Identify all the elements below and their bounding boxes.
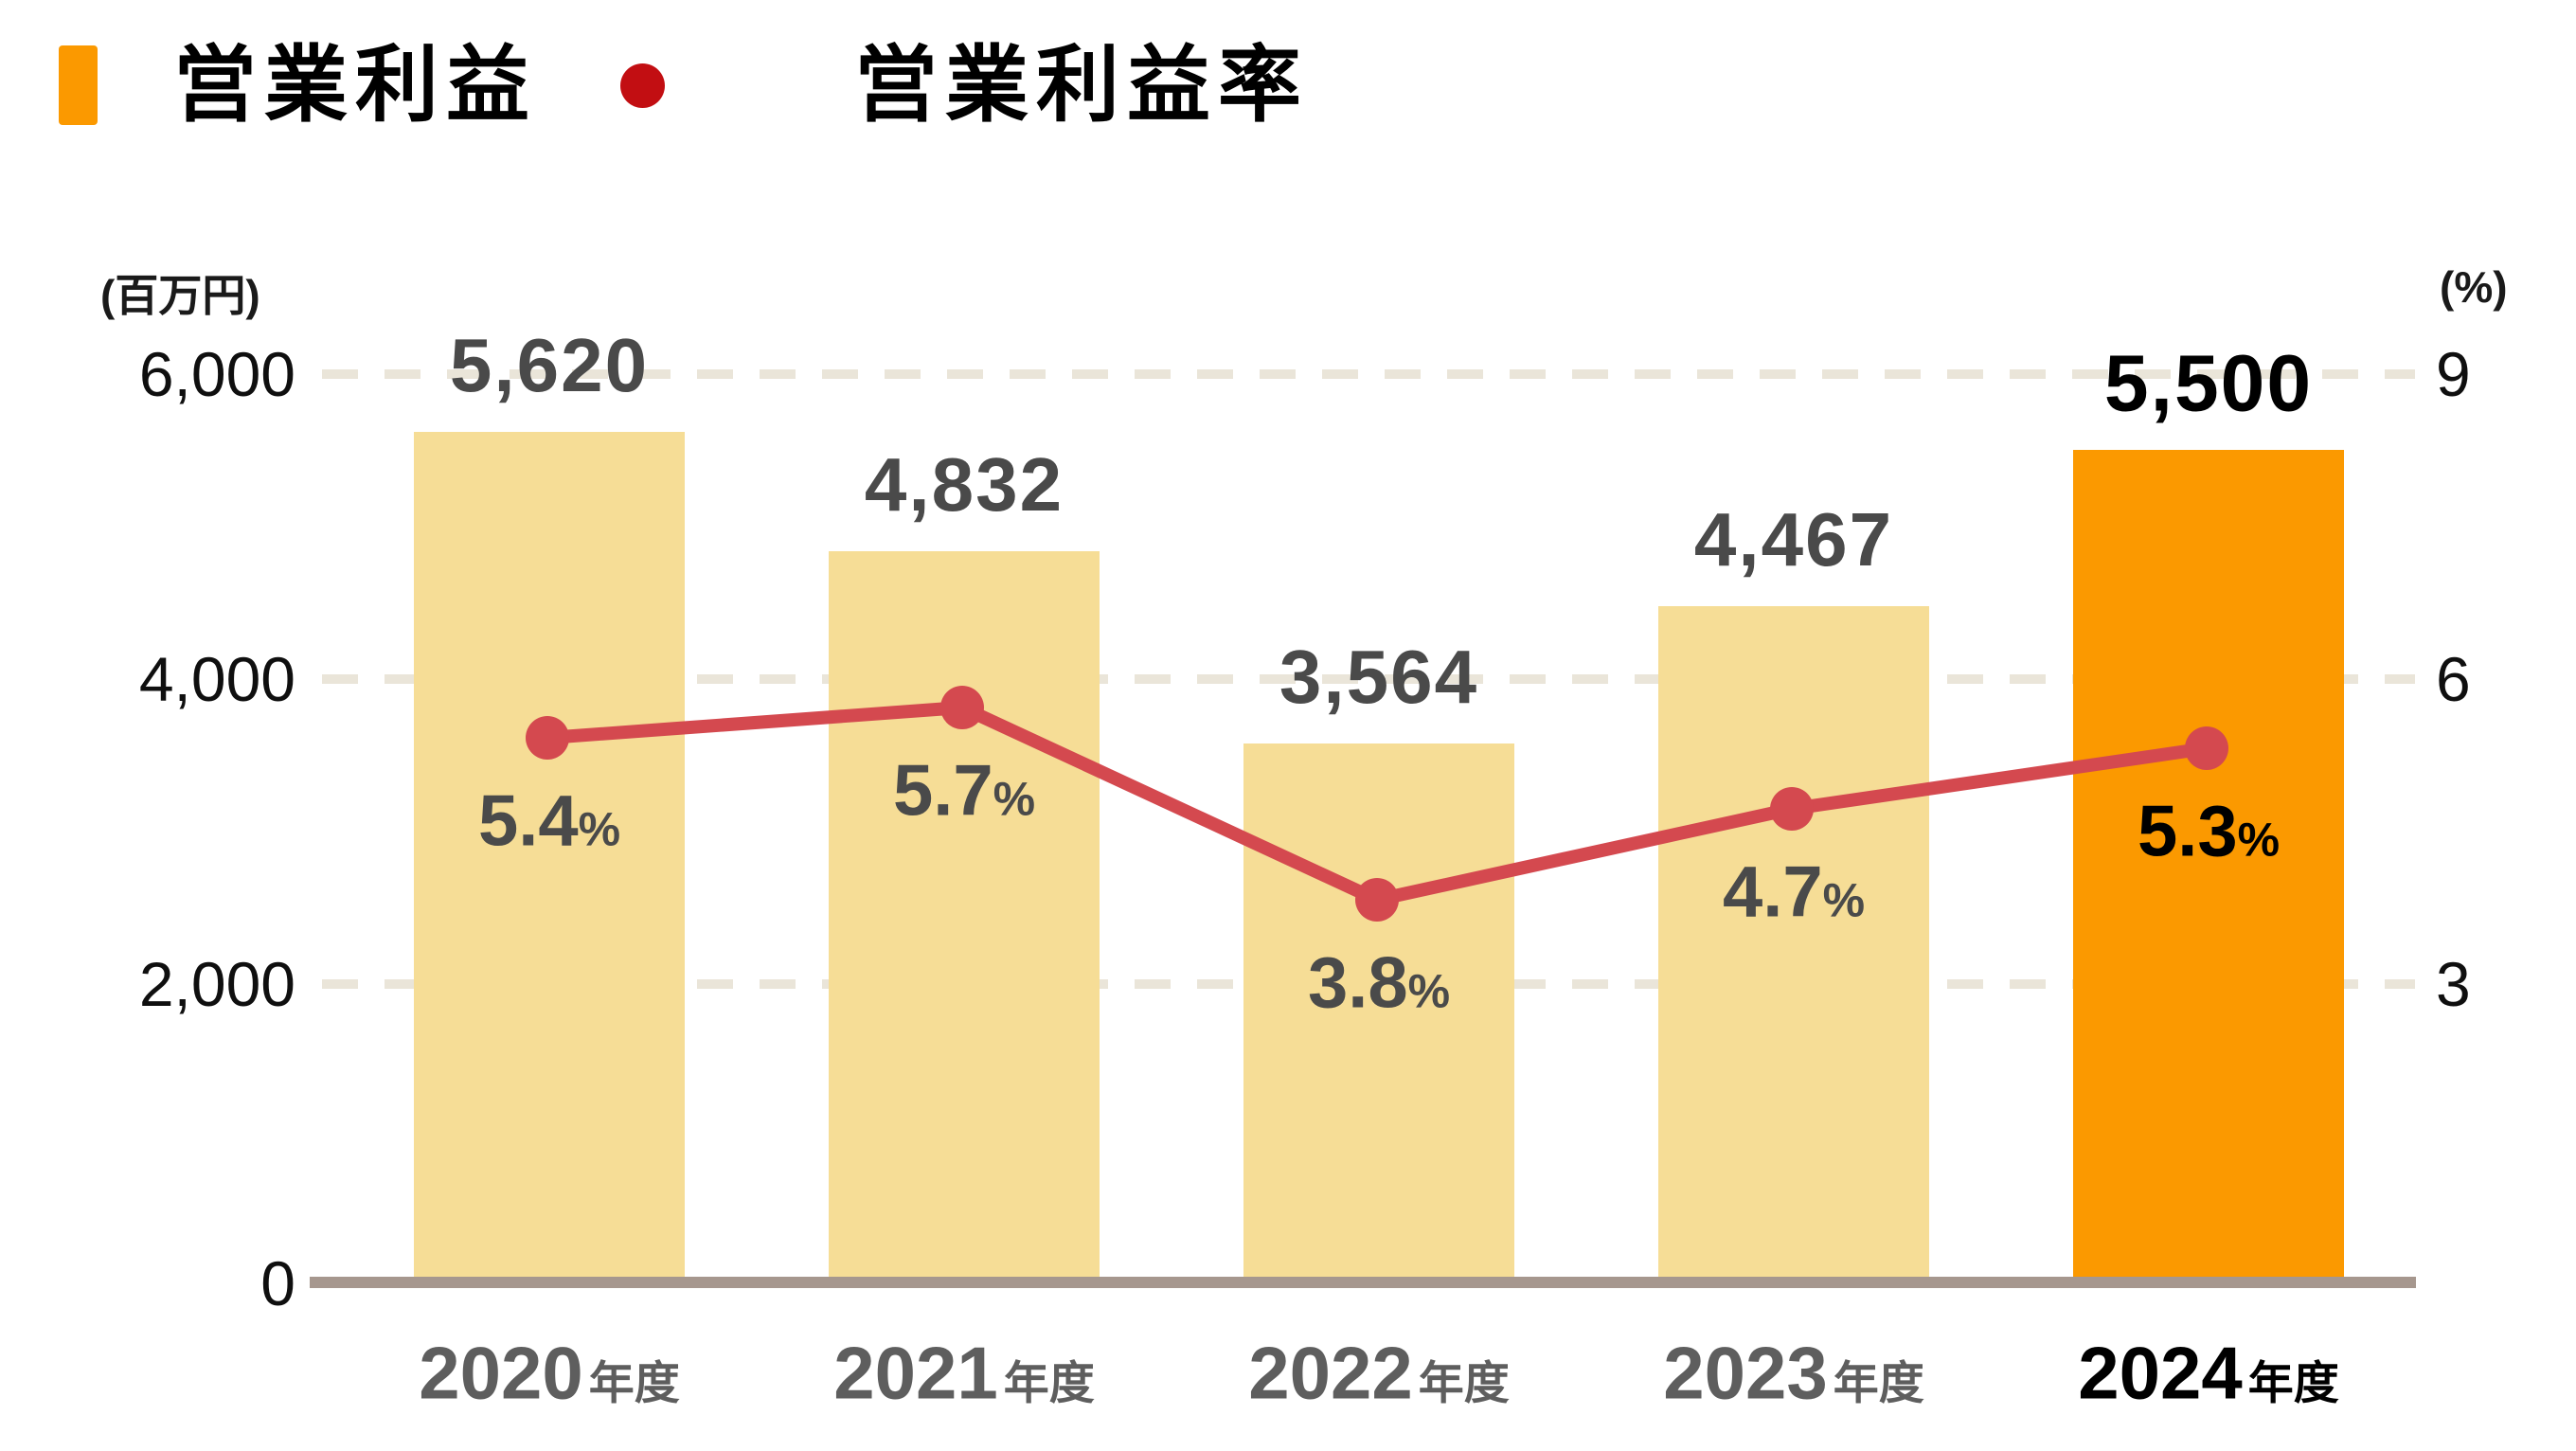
x-axis-label-2020: 2020 年度	[419, 1331, 680, 1417]
bar-value-label-2020: 5,620	[449, 323, 650, 407]
pct-value: 4.7	[1722, 851, 1823, 933]
year-value: 2021	[833, 1331, 998, 1415]
bar-2021	[829, 551, 1100, 1277]
pct-value: 5.7	[892, 750, 993, 832]
left-axis-tick-2000: 2,000	[138, 949, 295, 1019]
year-suffix: 年度	[1833, 1358, 1924, 1409]
line-dot-2022	[1355, 878, 1399, 922]
pct-suffix: %	[993, 772, 1036, 826]
pct-suffix: %	[1822, 873, 1866, 927]
left-axis-tick-6000: 6,000	[138, 339, 295, 409]
bar-2023	[1658, 606, 1929, 1277]
pct-label-2022: 3.8%	[1308, 942, 1450, 1025]
x-axis-baseline	[310, 1277, 2416, 1288]
legend: 営業利益 営業利益率	[59, 44, 1309, 127]
pct-label-2024: 5.3%	[2138, 791, 2280, 873]
right-axis-tick-6: 6	[2436, 644, 2471, 714]
right-axis-unit-label: (%)	[2440, 262, 2508, 312]
bar-2024	[2073, 450, 2344, 1277]
pct-label-2020: 5.4%	[478, 780, 620, 863]
pct-value: 5.4	[477, 780, 579, 862]
line-dot-2020	[526, 716, 569, 760]
gridline-4000	[322, 674, 2415, 684]
gridline-6000	[322, 369, 2415, 379]
pct-suffix: %	[2237, 813, 2281, 867]
bar-value-label-2024: 5,500	[2103, 338, 2314, 428]
year-suffix: 年度	[1418, 1358, 1510, 1409]
legend-bar-marker-icon	[59, 45, 98, 125]
pct-suffix: %	[1407, 964, 1451, 1018]
pct-value: 5.3	[2137, 791, 2238, 872]
year-value: 2020	[419, 1331, 583, 1415]
x-axis-label-2024: 2024 年度	[2078, 1331, 2339, 1417]
line-dot-2023	[1770, 787, 1814, 831]
year-suffix: 年度	[588, 1358, 680, 1409]
year-value: 2024	[2078, 1331, 2243, 1415]
right-axis-tick-3: 3	[2436, 949, 2471, 1019]
x-axis-label-2022: 2022 年度	[1248, 1331, 1510, 1417]
line-dot-2021	[940, 686, 984, 729]
left-axis-tick-4000: 4,000	[138, 644, 295, 714]
year-suffix: 年度	[2247, 1358, 2339, 1409]
left-axis-unit-label: (百万円)	[100, 271, 260, 320]
x-axis-label-2023: 2023 年度	[1663, 1331, 1924, 1417]
left-axis-tick-0: 0	[260, 1248, 295, 1318]
legend-bar-label: 営業利益	[173, 38, 538, 132]
bar-value-label-2023: 4,467	[1693, 497, 1894, 582]
bar-2020	[414, 432, 685, 1277]
legend-dot-marker-icon	[620, 63, 666, 108]
x-axis-label-2021: 2021 年度	[833, 1331, 1095, 1417]
year-value: 2022	[1248, 1331, 1413, 1415]
bar-2022	[1243, 743, 1514, 1277]
bar-value-label-2021: 4,832	[864, 442, 1064, 527]
profit-ratio-line	[546, 700, 2209, 907]
legend-line-label: 営業利益率	[854, 38, 1310, 132]
pct-label-2023: 4.7%	[1723, 851, 1865, 934]
bar-value-label-2022: 3,564	[1279, 635, 1479, 719]
pct-label-2021: 5.7%	[893, 750, 1035, 833]
year-value: 2023	[1663, 1331, 1828, 1415]
line-dot-2024	[2185, 726, 2228, 770]
pct-suffix: %	[578, 802, 621, 856]
pct-value: 3.8	[1307, 942, 1408, 1024]
right-axis-tick-9: 9	[2436, 339, 2471, 409]
year-suffix: 年度	[1003, 1358, 1095, 1409]
